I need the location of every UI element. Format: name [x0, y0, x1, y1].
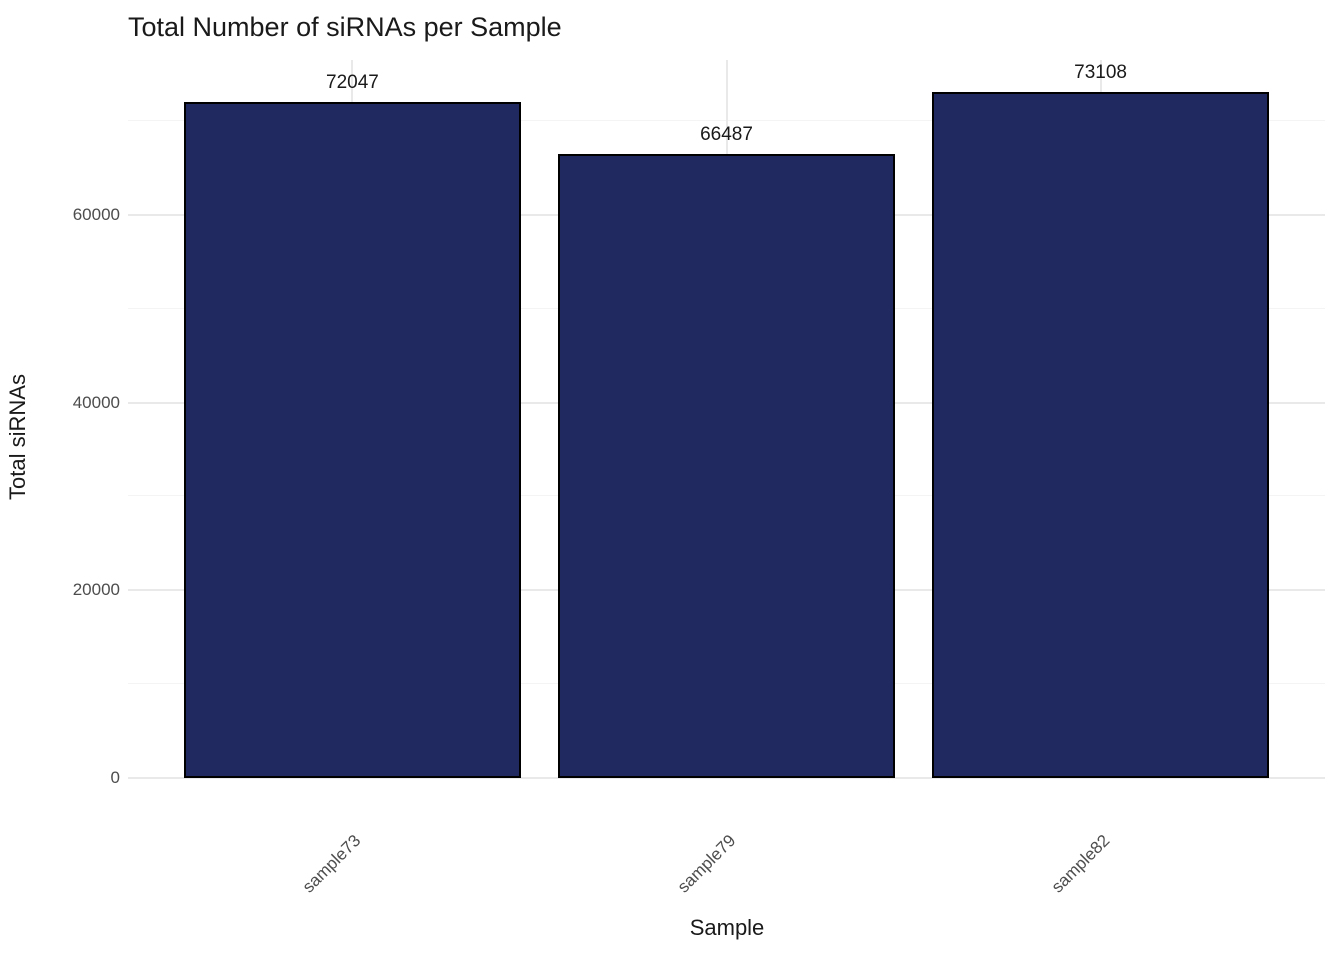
- y-axis-title: Total siRNAs: [5, 374, 30, 500]
- gridline-major: [128, 777, 1325, 779]
- plot-panel: [128, 60, 1325, 779]
- bar-value-label: 72047: [326, 71, 379, 93]
- bar-value-label: 66487: [700, 123, 753, 145]
- x-tick-label: sample82: [1047, 830, 1113, 897]
- y-tick-label: 40000: [72, 392, 120, 412]
- y-tick-label: 20000: [72, 580, 120, 600]
- bar-value-label: 73108: [1074, 61, 1127, 83]
- bar: [932, 91, 1269, 778]
- bar: [184, 101, 521, 778]
- bar: [558, 153, 895, 778]
- chart-title: Total Number of siRNAs per Sample: [128, 12, 562, 42]
- y-tick-label: 60000: [72, 204, 120, 224]
- x-axis-title: Sample: [689, 915, 765, 940]
- y-tick-label: 0: [110, 768, 120, 787]
- x-tick-label: sample73: [299, 830, 365, 897]
